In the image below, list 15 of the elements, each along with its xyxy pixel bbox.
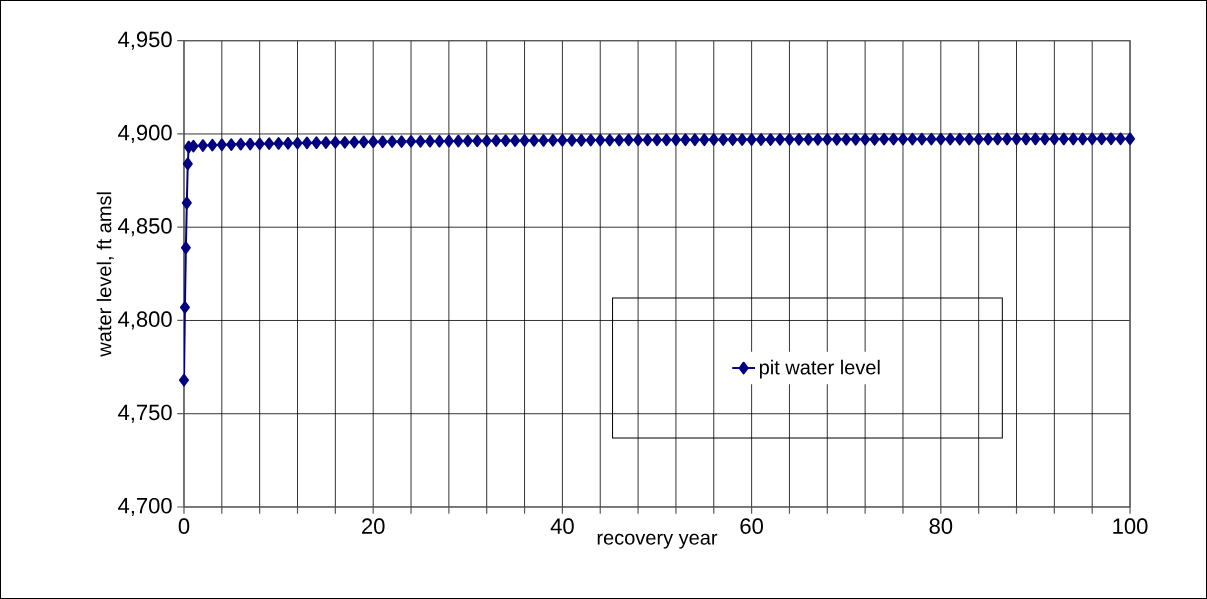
x-tick-label: 80 (929, 518, 953, 534)
y-tick-label: 4,950 (118, 31, 172, 50)
y-tick-label: 4,700 (118, 497, 172, 517)
y-axis-title: water level, ft amsl (96, 192, 114, 357)
legend-label: pit water level (759, 359, 880, 379)
y-tick-label: 4,800 (118, 311, 172, 330)
x-axis-title: recovery year (597, 533, 718, 549)
x-tick-label: 40 (550, 518, 574, 534)
y-tick-label: 4,750 (118, 404, 172, 423)
x-tick-label: 60 (740, 518, 763, 534)
x-tick-label: 20 (362, 518, 385, 534)
x-tick-label: 0 (178, 518, 190, 534)
y-tick-label: 4,900 (118, 124, 172, 144)
x-tick-label: 100 (1113, 518, 1148, 534)
y-tick-label: 4,850 (118, 218, 172, 237)
